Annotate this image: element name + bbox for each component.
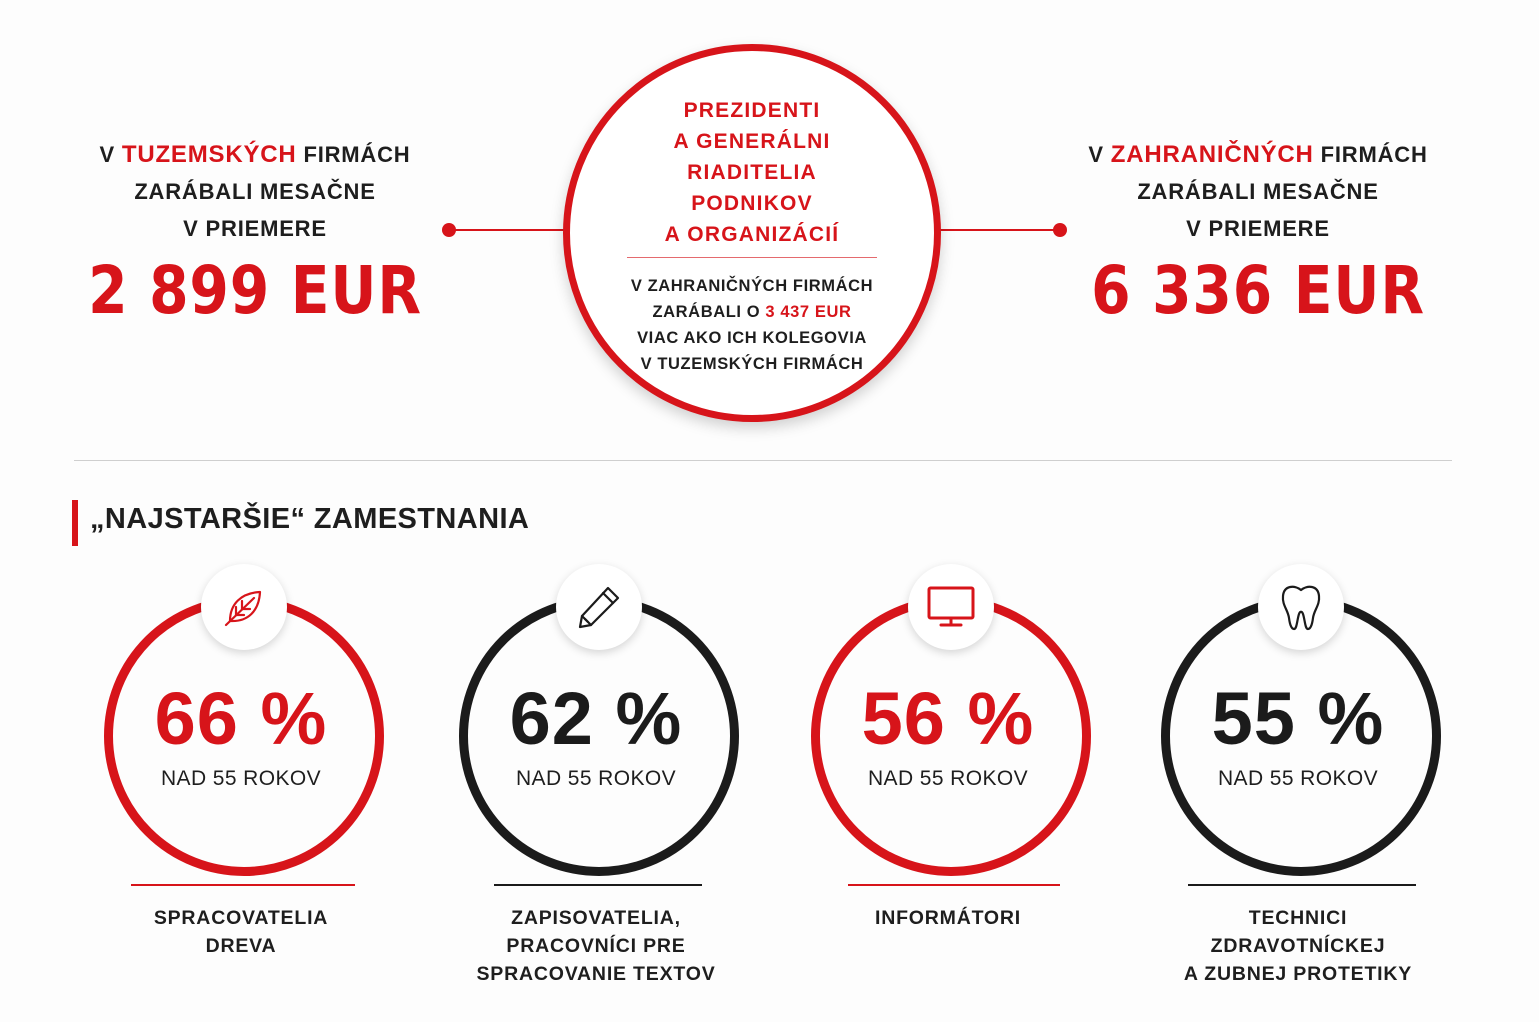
section-divider <box>74 460 1452 461</box>
left-connector-dot <box>442 223 456 237</box>
monitor-icon <box>927 586 975 627</box>
icon-badge <box>908 564 994 650</box>
stat-rule <box>494 884 702 886</box>
ceo-divider <box>627 257 877 258</box>
stat-wood-processors: 66 % NAD 55 ROKOV SPRACOVATELIA DREVA <box>81 560 401 1020</box>
stat-caption: INFORMÁTORI <box>874 907 1021 929</box>
pencil-icon <box>578 586 620 629</box>
foreign-line-2: ZARÁBALI MESAČNE <box>1137 179 1379 204</box>
section-title: „NAJSTARŠIE“ ZAMESTNANIA <box>90 503 530 535</box>
stat-caption: ZAPISOVATELIA, PRACOVNÍCI PRE SPRACOVANI… <box>476 907 716 985</box>
stat-clerks: 62 % NAD 55 ROKOV ZAPISOVATELIA, PRACOVN… <box>436 560 756 1020</box>
stat-informants: 56 % NAD 55 ROKOV INFORMÁTORI <box>788 560 1108 1020</box>
stat-rule <box>1188 884 1416 886</box>
ceo-difference-text: V ZAHRANIČNÝCH FIRMÁCH ZARÁBALI O 3 437 … <box>630 277 874 373</box>
icon-badge <box>556 564 642 650</box>
stat-percent: 62 % <box>509 677 683 760</box>
domestic-line-3: V PRIEMERE <box>183 216 327 241</box>
right-connector-line <box>938 229 1060 231</box>
stat-caption: SPRACOVATELIA DREVA <box>153 907 329 957</box>
right-connector-dot <box>1053 223 1067 237</box>
stat-percent: 56 % <box>861 677 1035 760</box>
icon-badge <box>1258 564 1344 650</box>
stat-subtitle: NAD 55 ROKOV <box>515 767 676 790</box>
foreign-highlight: ZAHRANIČNÝCH <box>1110 141 1314 168</box>
stat-percent: 55 % <box>1211 677 1385 760</box>
stat-dental-technicians: 55 % NAD 55 ROKOV TECHNICI ZDRAVOTNÍCKEJ… <box>1138 560 1458 1020</box>
stat-subtitle: NAD 55 ROKOV <box>867 767 1028 790</box>
foreign-amount: 6 336 EUR <box>1091 252 1425 329</box>
domestic-line-2: ZARÁBALI MESAČNE <box>134 179 376 204</box>
icon-badge <box>201 564 287 650</box>
domestic-salary-block: V TUZEMSKÝCH FIRMÁCH ZARÁBALI MESAČNE V … <box>45 136 465 328</box>
tooth-icon <box>1281 585 1321 631</box>
stat-percent: 66 % <box>154 677 328 760</box>
leaf-icon <box>224 590 262 627</box>
domestic-amount: 2 899 EUR <box>88 252 422 329</box>
foreign-line-3: V PRIEMERE <box>1186 216 1330 241</box>
domestic-line-1: V TUZEMSKÝCH FIRMÁCH <box>99 141 411 168</box>
section-accent-bar <box>72 500 78 546</box>
stat-rule <box>848 884 1060 886</box>
foreign-line-1: V ZAHRANIČNÝCH FIRMÁCH <box>1088 141 1428 168</box>
ceo-title: PREZIDENTI A GENERÁLNI RIADITELIA PODNIK… <box>664 99 840 246</box>
ceo-summary-circle: PREZIDENTI A GENERÁLNI RIADITELIA PODNIK… <box>563 44 941 422</box>
difference-amount: 3 437 EUR <box>765 303 852 321</box>
stat-caption: TECHNICI ZDRAVOTNÍCKEJ A ZUBNEJ PROTETIK… <box>1183 907 1413 985</box>
domestic-highlight: TUZEMSKÝCH <box>121 141 297 168</box>
foreign-salary-block: V ZAHRANIČNÝCH FIRMÁCH ZARÁBALI MESAČNE … <box>1048 136 1468 328</box>
stat-subtitle: NAD 55 ROKOV <box>160 767 321 790</box>
stat-subtitle: NAD 55 ROKOV <box>1217 767 1378 790</box>
stat-rule <box>131 884 355 886</box>
left-connector-line <box>450 229 566 231</box>
